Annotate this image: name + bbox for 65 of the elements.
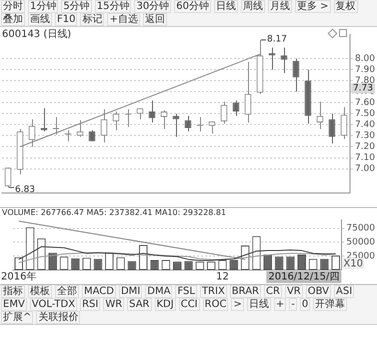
text: 返回 [142, 13, 167, 26]
text: 复权 [334, 0, 358, 13]
chart-title: 600143 (日线) [2, 28, 72, 41]
text: TRIX [200, 285, 227, 298]
text: 模板 [28, 285, 52, 298]
text: DMI [118, 285, 142, 298]
text: 标记 [80, 13, 104, 26]
text: + [274, 298, 286, 311]
text: 60分钟 [174, 0, 211, 13]
y-tick-label: 7.10 [354, 153, 376, 164]
text: VR [284, 285, 303, 298]
text: CR [264, 285, 282, 298]
text: 关联报价 [36, 311, 80, 324]
text: 1分钟 [28, 0, 58, 13]
text: ROC [202, 298, 228, 311]
y-tick-label: 75000 [346, 224, 376, 234]
text: RSI [80, 298, 100, 311]
text: OBV [306, 285, 331, 298]
text: ASI [334, 285, 354, 298]
y-tick-label: 7.30 [354, 131, 376, 142]
text: 全部 [55, 285, 79, 298]
text: 5分钟 [61, 0, 92, 13]
text: MACD [82, 285, 116, 298]
text: FSL [175, 285, 197, 298]
y-tick-label: 7.20 [354, 142, 376, 152]
text: 周线 [240, 0, 265, 13]
y-tick-label: 7.00 [354, 164, 376, 174]
y-tick-label: 7.40 [354, 120, 376, 130]
text: KDJ [154, 298, 176, 311]
text: SAR [127, 298, 152, 311]
y-tick-label: 8.00 [354, 54, 376, 64]
y-tick-label: 7.90 [354, 64, 376, 75]
text: 日线 [246, 298, 271, 311]
text: DMA [145, 285, 172, 298]
chart-title: VOLUME: 267766.47 MA5: 237382.41 MA10: 293228.81 [2, 208, 226, 217]
text: 更多 > [294, 0, 331, 13]
text: F10 [55, 13, 78, 26]
text: 30分钟 [134, 0, 172, 13]
text: 叠加 [1, 13, 25, 26]
text: 开弹幕 [313, 298, 348, 311]
text: 月线 [268, 0, 292, 13]
text: 日线 [214, 0, 238, 13]
y-tick-label: 7.50 [354, 109, 376, 120]
annotation: 8.17 [266, 34, 288, 44]
y-tick-label: 50000 [346, 238, 376, 248]
text: 扩展^ [1, 311, 34, 324]
text: 指标 [1, 285, 25, 298]
text: VOL-TDX [30, 298, 78, 311]
text: 0 [300, 298, 310, 311]
text: BRAR [230, 285, 261, 298]
text: +自选 [107, 13, 140, 26]
annotation: 6.83 [15, 184, 36, 195]
text: 2016/12/15/四 [268, 272, 340, 283]
x-tick-label: 2016年 [1, 270, 36, 283]
text: X10 [343, 258, 363, 270]
text: - [289, 298, 297, 311]
text: WR [103, 298, 124, 311]
x-tick-label: 12 [216, 272, 229, 283]
y-tick-label: 7.60 [354, 98, 376, 108]
text: 画线 [28, 13, 52, 26]
text: > [231, 298, 244, 311]
text: 分时 [1, 0, 25, 13]
text: 15分钟 [94, 0, 132, 13]
text: EMV [1, 298, 27, 311]
text: CCI [178, 298, 200, 311]
